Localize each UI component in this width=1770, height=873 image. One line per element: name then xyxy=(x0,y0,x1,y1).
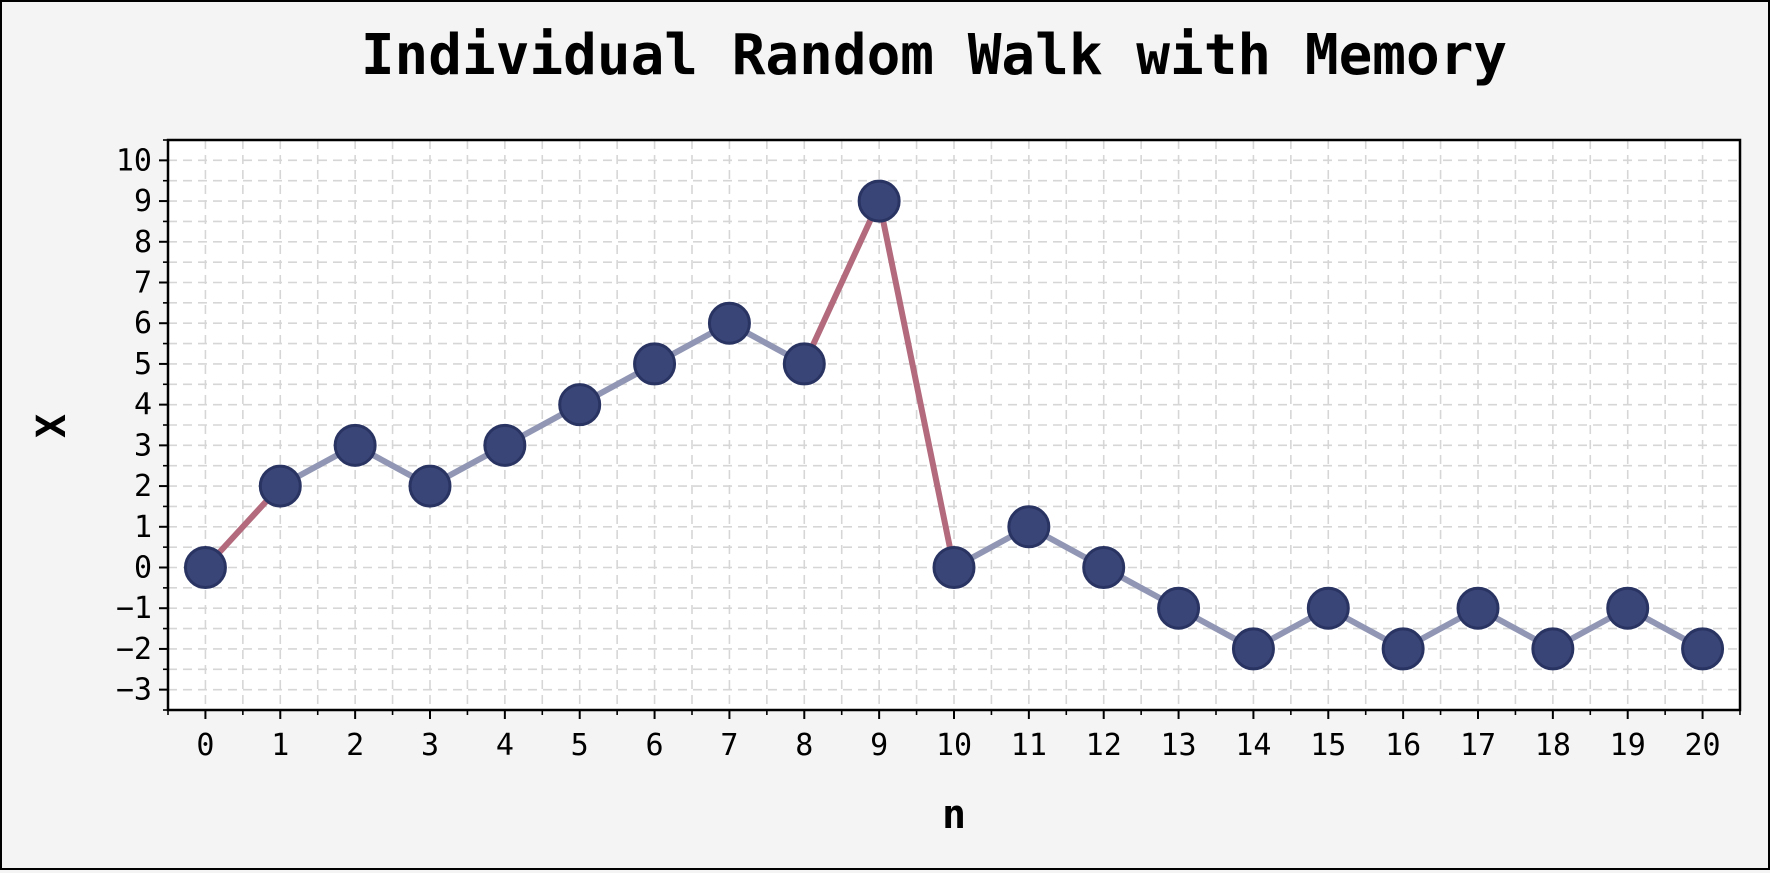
x-tick-label: 14 xyxy=(1235,728,1271,763)
y-tick-label: 1 xyxy=(134,510,152,545)
y-tick-label: 2 xyxy=(134,469,152,504)
x-tick-label: 10 xyxy=(936,728,972,763)
data-point xyxy=(1531,627,1575,671)
y-tick-label: −2 xyxy=(116,632,152,667)
x-tick-label: 4 xyxy=(496,728,514,763)
data-point xyxy=(558,383,602,427)
x-axis-label: n xyxy=(942,792,966,838)
x-tick-label: 11 xyxy=(1011,728,1047,763)
data-point xyxy=(333,423,377,467)
x-tick-label: 1 xyxy=(271,728,289,763)
data-point xyxy=(1306,586,1350,630)
data-point xyxy=(183,546,227,589)
x-tick-label: 0 xyxy=(196,728,214,763)
data-point xyxy=(857,179,901,223)
x-tick-label: 19 xyxy=(1610,728,1646,763)
x-tick-label: 3 xyxy=(421,728,439,763)
y-tick-label: −3 xyxy=(116,673,152,708)
x-tick-label: 16 xyxy=(1385,728,1421,763)
data-point xyxy=(1381,627,1425,671)
data-point xyxy=(633,342,677,386)
y-tick-label: 0 xyxy=(134,551,152,586)
data-point xyxy=(1082,546,1126,589)
axis-ticks xyxy=(159,139,1741,719)
data-point xyxy=(1456,586,1500,630)
y-tick-label: 9 xyxy=(134,184,152,219)
series-segment-jump xyxy=(801,198,883,367)
x-tick-label: 8 xyxy=(795,728,813,763)
data-point xyxy=(932,546,976,589)
x-tick-label: 17 xyxy=(1460,728,1496,763)
x-tick-label: 12 xyxy=(1086,728,1122,763)
x-tick-label: 7 xyxy=(720,728,738,763)
y-tick-label: 7 xyxy=(134,266,152,301)
x-tick-label: 20 xyxy=(1685,728,1721,763)
x-tick-label: 15 xyxy=(1310,728,1346,763)
x-tick-label: 6 xyxy=(646,728,664,763)
chart-title: Individual Random Walk with Memory xyxy=(361,23,1507,88)
data-point xyxy=(1231,627,1275,671)
data-point xyxy=(707,301,751,345)
y-tick-label: 10 xyxy=(116,143,152,178)
data-point xyxy=(782,342,826,386)
data-point xyxy=(1007,505,1051,549)
x-tick-label: 18 xyxy=(1535,728,1571,763)
y-tick-label: 8 xyxy=(134,225,152,260)
data-point xyxy=(1606,586,1650,630)
series-markers xyxy=(183,179,1725,671)
x-tick-label: 13 xyxy=(1161,728,1197,763)
data-point xyxy=(1157,586,1201,630)
x-tick-labels: 0 1 2 3 4 5 6 7 8 9 10 11 12 13 14 15 16 17 18 19 20 xyxy=(196,728,1720,763)
y-tick-label: 5 xyxy=(134,347,152,382)
y-axis-label: X xyxy=(29,414,75,438)
y-tick-label: −1 xyxy=(116,591,152,626)
data-point xyxy=(258,464,302,508)
data-point xyxy=(483,423,527,467)
x-tick-label: 2 xyxy=(346,728,364,763)
x-tick-label: 5 xyxy=(571,728,589,763)
x-tick-label: 9 xyxy=(870,728,888,763)
y-tick-label: 3 xyxy=(134,428,152,463)
data-point xyxy=(1681,627,1725,671)
y-tick-label: 6 xyxy=(134,306,152,341)
data-point xyxy=(408,464,452,508)
y-tick-label: 4 xyxy=(134,388,152,423)
series-segment-jump xyxy=(876,198,957,571)
